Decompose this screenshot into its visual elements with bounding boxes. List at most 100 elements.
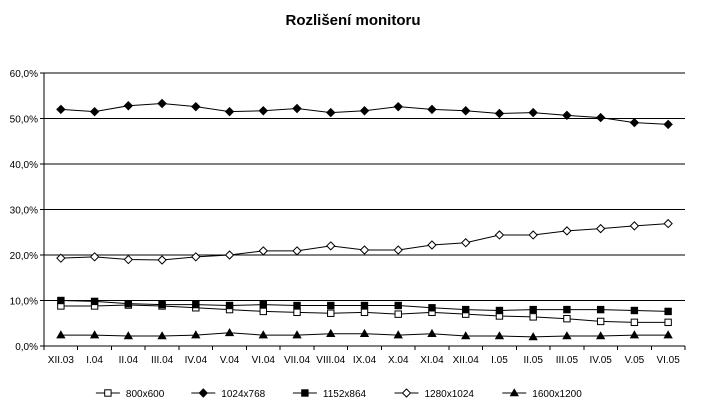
- x-tick-label: XI.04: [420, 355, 444, 366]
- data-point: [123, 331, 134, 340]
- data-point: [562, 226, 572, 236]
- data-point: [394, 301, 402, 310]
- data-point: [528, 107, 538, 118]
- data-point: [326, 107, 336, 118]
- data-point: [663, 119, 673, 130]
- data-point: [529, 313, 537, 321]
- data-point: [427, 328, 437, 338]
- chart-title: Rozlišení monitoru: [286, 12, 421, 29]
- data-point: [258, 106, 268, 116]
- data-point: [494, 331, 505, 340]
- data-point: [428, 304, 436, 312]
- legend-marker: [509, 388, 519, 397]
- data-point: [461, 106, 471, 116]
- y-tick-label: 20,0%: [10, 251, 38, 262]
- data-point: [563, 315, 571, 323]
- x-tick-label: III.05: [556, 355, 579, 366]
- data-point: [123, 254, 134, 265]
- legend-item: 1024x768: [191, 388, 266, 400]
- legend-item: 1152x864: [292, 389, 367, 400]
- x-tick-label: IX.04: [353, 355, 377, 366]
- data-point: [630, 318, 639, 327]
- data-point: [461, 238, 471, 248]
- legend-label: 1024x768: [221, 389, 265, 400]
- series-1152x864: [57, 296, 672, 316]
- x-tick-label: XII.04: [453, 355, 480, 366]
- legend-marker: [198, 388, 209, 398]
- data-point: [258, 246, 268, 256]
- data-point: [124, 299, 133, 308]
- data-point: [224, 250, 235, 260]
- y-tick-label: 10,0%: [10, 297, 38, 308]
- data-point: [359, 106, 370, 116]
- data-point: [157, 255, 167, 265]
- legend-item: 1600x1200: [502, 388, 582, 400]
- data-point: [495, 306, 504, 315]
- data-point: [56, 104, 66, 115]
- data-point: [664, 318, 672, 327]
- data-point: [89, 330, 100, 339]
- data-point: [629, 330, 640, 339]
- data-point: [56, 253, 66, 263]
- data-point: [56, 330, 66, 339]
- data-point: [494, 108, 505, 119]
- x-tick-label: V.04: [220, 355, 240, 366]
- data-point: [462, 305, 470, 314]
- x-tick-label: II.05: [523, 355, 543, 366]
- data-point: [293, 301, 301, 310]
- legend-marker: [301, 389, 309, 397]
- y-tick-label: 30,0%: [10, 206, 38, 217]
- data-point: [360, 308, 369, 317]
- data-point: [664, 307, 672, 316]
- data-point: [595, 223, 606, 234]
- data-point: [157, 331, 167, 340]
- series-1600x1200: [56, 328, 673, 341]
- data-point: [192, 300, 200, 309]
- data-point: [89, 252, 100, 262]
- legend-item: 800x600: [95, 389, 165, 400]
- data-point: [562, 110, 572, 121]
- data-point: [292, 330, 302, 339]
- data-point: [427, 104, 437, 115]
- data-point: [259, 300, 267, 309]
- data-point: [191, 101, 201, 112]
- y-tick-label: 50,0%: [10, 115, 38, 126]
- x-tick-label: VIII.04: [316, 355, 345, 366]
- data-point: [292, 103, 302, 114]
- x-tick-label: VI.04: [252, 355, 276, 366]
- data-point: [394, 310, 402, 318]
- data-point: [529, 305, 537, 314]
- data-point: [191, 330, 201, 339]
- data-point: [663, 330, 673, 339]
- x-tick-label: V.05: [625, 355, 645, 366]
- data-point: [225, 301, 234, 310]
- data-point: [562, 331, 572, 340]
- x-tick-label: I.04: [86, 355, 103, 366]
- legend-label: 800x600: [126, 389, 165, 400]
- y-tick-label: 0,0%: [15, 342, 38, 353]
- legend-marker: [104, 389, 112, 397]
- y-tick-label: 40,0%: [10, 160, 38, 171]
- data-point: [157, 98, 167, 109]
- data-point: [596, 317, 605, 326]
- data-point: [326, 241, 336, 251]
- x-tick-label: IV.04: [185, 355, 208, 366]
- data-point: [595, 112, 606, 123]
- data-point: [292, 246, 302, 256]
- legend-label: 1152x864: [323, 389, 367, 400]
- data-point: [595, 331, 606, 340]
- data-point: [89, 106, 100, 117]
- data-point: [461, 331, 471, 340]
- legend-item: 1280x1024: [394, 388, 474, 400]
- data-point: [158, 300, 166, 309]
- series-1280x1024: [56, 218, 673, 265]
- data-point: [359, 245, 370, 255]
- x-tick-label: VII.04: [284, 355, 311, 366]
- x-tick-label: III.04: [151, 355, 174, 366]
- legend-label: 1600x1200: [532, 389, 582, 400]
- gridlines: [44, 72, 685, 301]
- data-point: [57, 296, 65, 305]
- data-point: [359, 328, 370, 338]
